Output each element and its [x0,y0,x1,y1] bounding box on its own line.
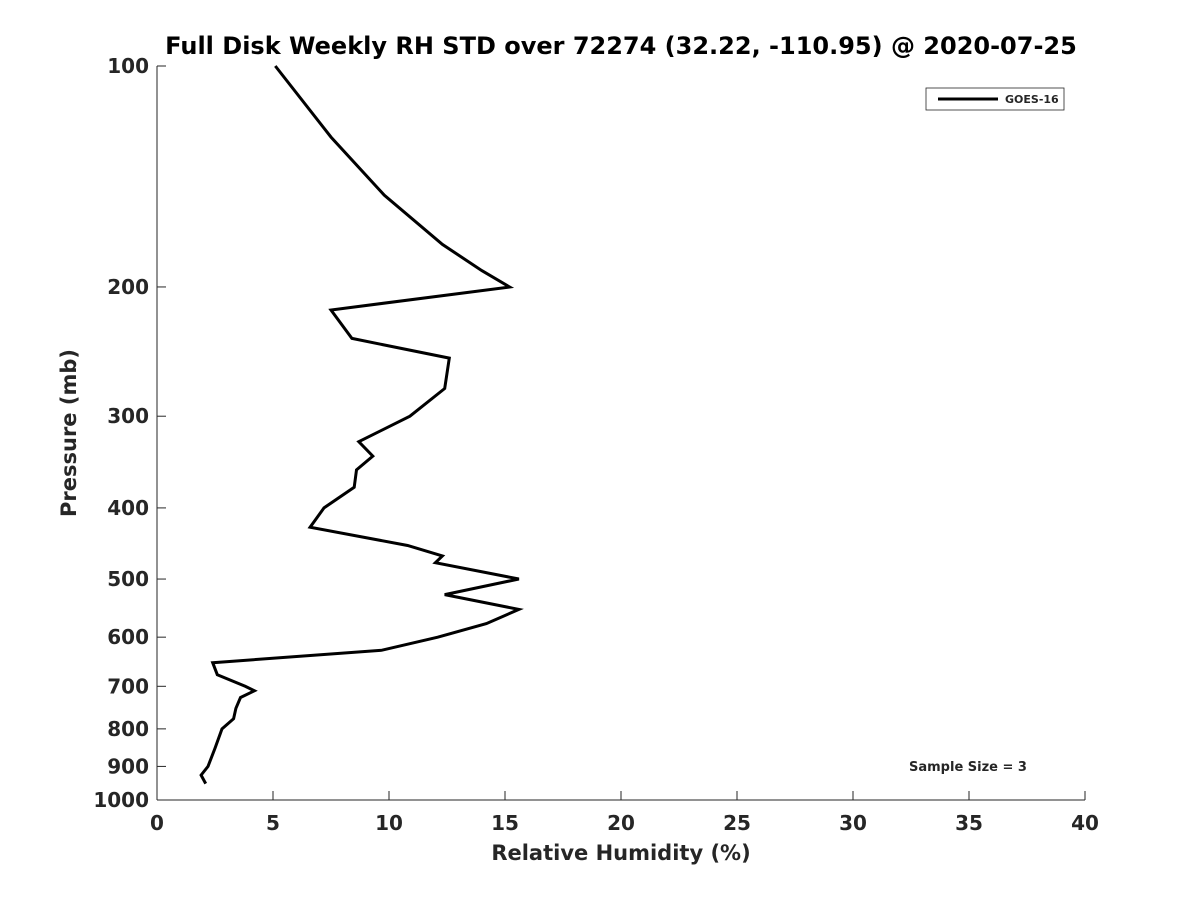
x-tick-label: 20 [607,811,635,835]
y-tick-label: 200 [107,275,149,299]
y-tick-label: 600 [107,625,149,649]
plot-area: 0 5 10 15 20 25 30 35 40 100 200 300 400 500 600 700 80… [93,54,1099,835]
x-tick-label: 40 [1071,811,1099,835]
x-tick-label: 5 [266,811,280,835]
y-tick-label: 700 [107,674,149,698]
x-tick-label: 15 [491,811,519,835]
x-tick-label: 25 [723,811,751,835]
chart-title: Full Disk Weekly RH STD over 72274 (32.2… [165,32,1077,60]
x-axis-label: Relative Humidity (%) [491,841,750,865]
y-ticks: 100 200 300 400 500 600 700 800 900 1000 [93,54,166,812]
x-tick-label: 30 [839,811,867,835]
y-tick-label: 400 [107,496,149,520]
y-tick-label: 100 [107,54,149,78]
y-tick-label: 300 [107,404,149,428]
legend-label: GOES-16 [1005,93,1059,106]
legend: GOES-16 [925,87,1065,111]
y-tick-label: 800 [107,717,149,741]
sample-size-annotation: Sample Size = 3 [909,760,1027,775]
x-tick-label: 0 [150,811,164,835]
x-ticks: 0 5 10 15 20 25 30 35 40 [150,791,1099,835]
y-tick-label: 1000 [93,788,149,812]
y-axis-label: Pressure (mb) [57,349,81,517]
x-tick-label: 10 [375,811,403,835]
y-tick-label: 900 [107,754,149,778]
y-tick-label: 500 [107,567,149,591]
series-layer [199,65,524,785]
x-tick-label: 35 [955,811,983,835]
series-line-goes-16 [199,65,524,785]
